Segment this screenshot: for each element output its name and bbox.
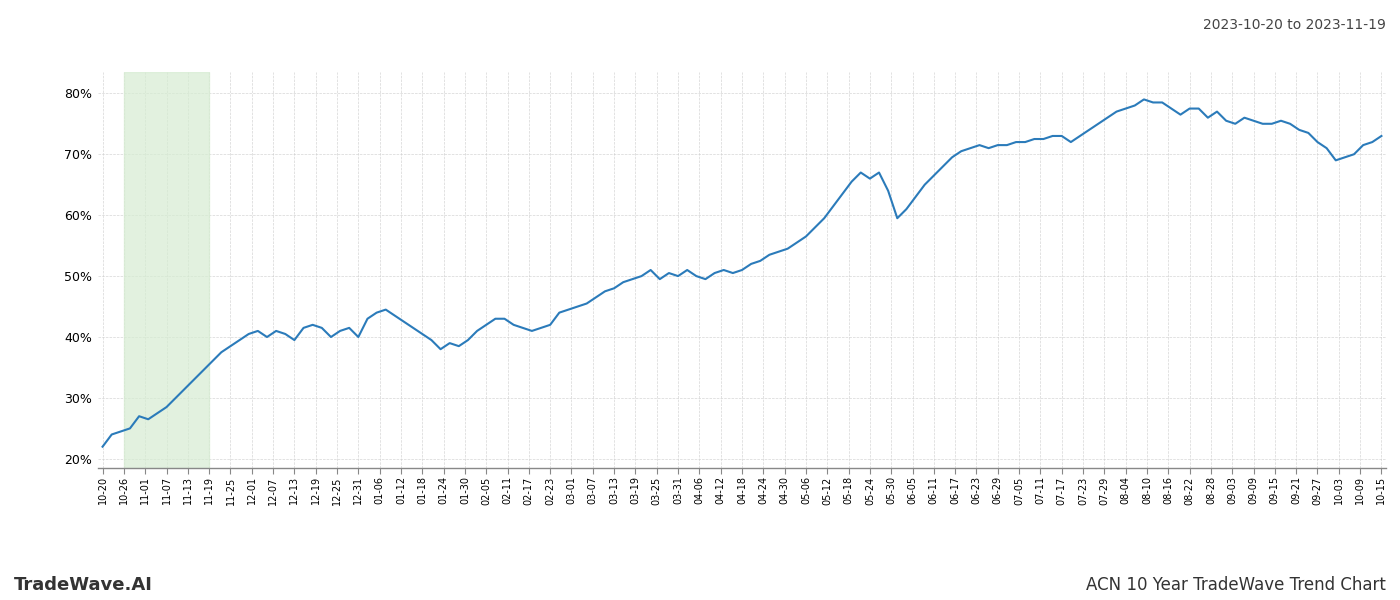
Text: ACN 10 Year TradeWave Trend Chart: ACN 10 Year TradeWave Trend Chart (1086, 576, 1386, 594)
Text: 2023-10-20 to 2023-11-19: 2023-10-20 to 2023-11-19 (1203, 18, 1386, 32)
Bar (123, 72, 209, 468)
Text: TradeWave.AI: TradeWave.AI (14, 576, 153, 594)
